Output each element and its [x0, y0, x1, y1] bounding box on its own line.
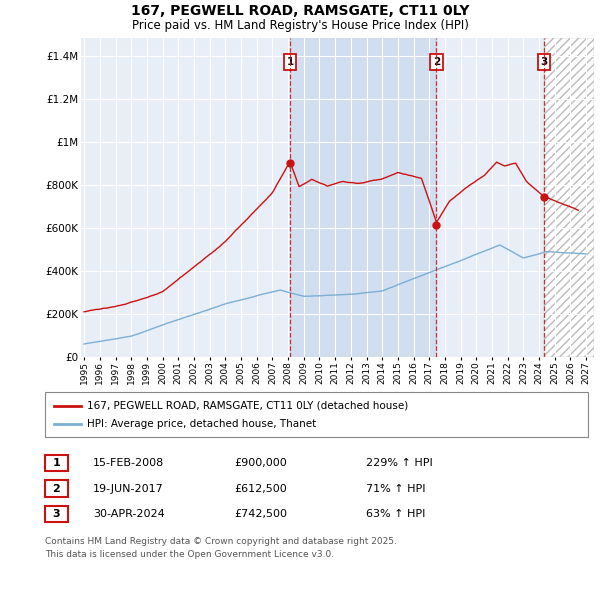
Text: 2: 2 [433, 57, 440, 67]
Text: 3: 3 [53, 509, 60, 519]
Text: £612,500: £612,500 [234, 484, 287, 493]
Text: 229% ↑ HPI: 229% ↑ HPI [366, 458, 433, 468]
Text: 71% ↑ HPI: 71% ↑ HPI [366, 484, 425, 493]
Text: 3: 3 [541, 57, 548, 67]
Text: 1: 1 [286, 57, 293, 67]
Text: 63% ↑ HPI: 63% ↑ HPI [366, 509, 425, 519]
Text: 19-JUN-2017: 19-JUN-2017 [93, 484, 164, 493]
Text: £900,000: £900,000 [234, 458, 287, 468]
Bar [544, 38, 594, 357]
Text: 167, PEGWELL ROAD, RAMSGATE, CT11 0LY: 167, PEGWELL ROAD, RAMSGATE, CT11 0LY [131, 4, 469, 18]
Text: 15-FEB-2008: 15-FEB-2008 [93, 458, 164, 468]
Text: 30-APR-2024: 30-APR-2024 [93, 509, 165, 519]
Text: 2: 2 [53, 484, 60, 493]
Text: This data is licensed under the Open Government Licence v3.0.: This data is licensed under the Open Gov… [45, 550, 334, 559]
Text: 1: 1 [53, 458, 60, 468]
Bar [544, 38, 594, 357]
Bar [290, 38, 436, 357]
Text: Price paid vs. HM Land Registry's House Price Index (HPI): Price paid vs. HM Land Registry's House … [131, 19, 469, 32]
Text: Contains HM Land Registry data © Crown copyright and database right 2025.: Contains HM Land Registry data © Crown c… [45, 537, 397, 546]
Text: £742,500: £742,500 [234, 509, 287, 519]
Text: 167, PEGWELL ROAD, RAMSGATE, CT11 0LY (detached house): 167, PEGWELL ROAD, RAMSGATE, CT11 0LY (d… [87, 401, 408, 411]
Text: HPI: Average price, detached house, Thanet: HPI: Average price, detached house, Than… [87, 419, 316, 429]
